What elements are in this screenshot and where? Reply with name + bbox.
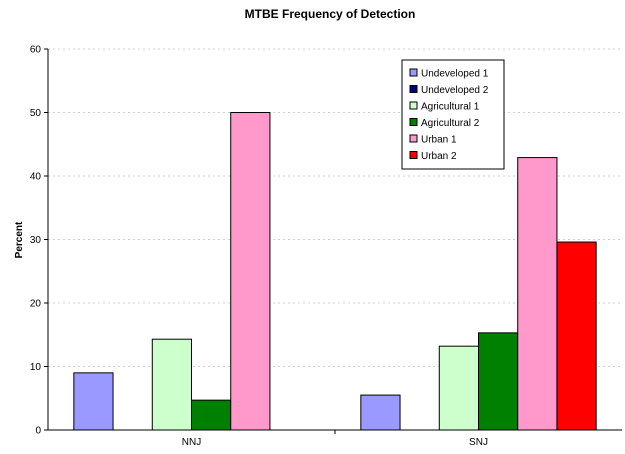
- y-axis-label: Percent: [14, 221, 25, 258]
- legend-entry: Undeveloped 2: [421, 85, 489, 96]
- legend-entry: Agricultural 1: [421, 102, 480, 113]
- bar-snj-agricultural-2: [478, 332, 519, 431]
- legend-swatch: [409, 68, 418, 77]
- legend-swatch: [409, 134, 418, 143]
- x-tick-label: NNJ: [182, 437, 201, 448]
- legend-swatch: [409, 85, 418, 93]
- legend-entry: Urban 1: [421, 135, 457, 146]
- legend-swatch: [409, 118, 418, 126]
- bar-nnj-agricultural-2: [191, 399, 232, 431]
- bar-nnj-agricultural-1: [151, 338, 193, 431]
- legend-box: [401, 59, 505, 170]
- y-tick-label: 10: [30, 362, 42, 373]
- y-tick-label: 50: [30, 108, 42, 119]
- y-tick-label: 30: [30, 235, 42, 246]
- legend-entry: Undeveloped 1: [421, 69, 489, 80]
- y-tick-label: 20: [30, 299, 42, 310]
- legend: Undeveloped 1 Undeveloped 2 Agricultural 1…: [401, 59, 505, 170]
- x-tick-label: SNJ: [469, 437, 488, 448]
- legend-swatch: [409, 151, 418, 159]
- bar-snj-agricultural-1: [438, 345, 480, 431]
- y-tick-label: 0: [35, 426, 41, 437]
- bar-snj-urban-2: [556, 241, 597, 431]
- gridlines: [48, 48, 622, 367]
- bar-nnj-urban-1: [230, 112, 271, 431]
- bar-nnj-undeveloped-1: [73, 372, 114, 431]
- bars: [73, 112, 597, 431]
- bar-snj-undeveloped-1: [360, 394, 401, 431]
- legend-swatch: [409, 101, 418, 110]
- y-tick-label: 60: [30, 45, 42, 56]
- chart-title: MTBE Frequency of Detection: [245, 7, 416, 21]
- bar-snj-urban-1: [517, 157, 558, 431]
- legend-entry: Agricultural 2: [421, 118, 480, 129]
- legend-entry: Urban 2: [421, 151, 457, 162]
- y-tick-label: 40: [30, 172, 42, 183]
- tick-labels: 0 10 20 30 40 50 60 NNJ SNJ: [30, 45, 488, 449]
